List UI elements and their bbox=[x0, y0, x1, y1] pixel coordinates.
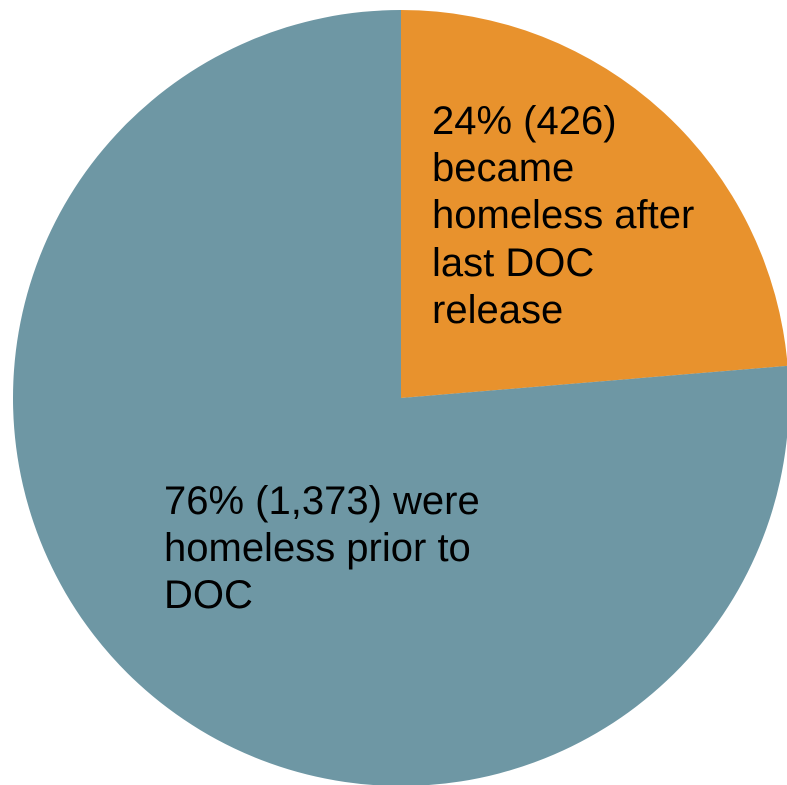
slice-label-line: homeless prior to bbox=[164, 526, 471, 571]
slice-label-line: homeless after bbox=[432, 193, 695, 238]
slice-label-line: became bbox=[432, 146, 575, 191]
pie-slice-prior-to-doc bbox=[13, 10, 787, 785]
slice-label-prior-to-doc: 76% (1,373) were homeless prior to DOC bbox=[164, 478, 480, 620]
slice-label-line: last DOC bbox=[432, 240, 595, 285]
slice-label-line: 24% (426) bbox=[432, 99, 617, 143]
pie-slice-after-release bbox=[401, 10, 787, 398]
slice-label-line: 76% (1,373) were bbox=[164, 479, 480, 523]
slice-label-line: release bbox=[432, 287, 564, 332]
slice-label-after-release: 24% (426) became homeless after last DOC… bbox=[432, 98, 694, 334]
slice-label-line: DOC bbox=[164, 573, 253, 618]
